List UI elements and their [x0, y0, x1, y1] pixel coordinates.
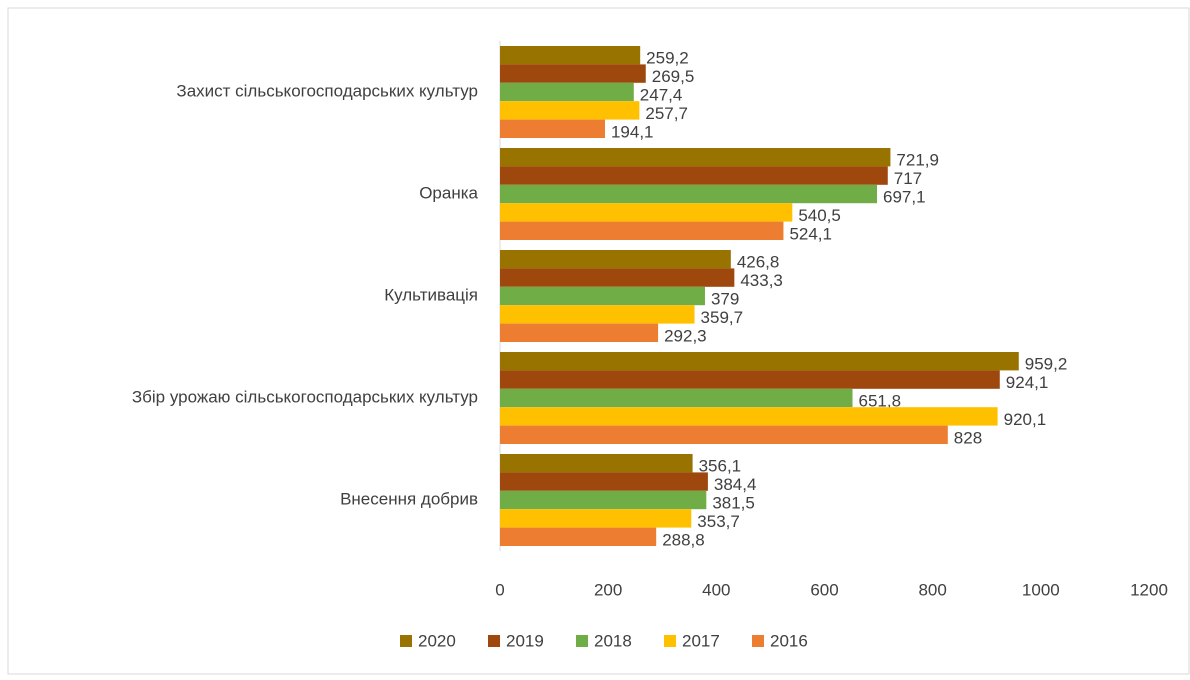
- x-tick-label: 400: [702, 580, 730, 599]
- category-label: Захист сільськогосподарських культур: [176, 81, 478, 100]
- x-tick-label: 1000: [1022, 580, 1060, 599]
- x-tick-label: 200: [594, 580, 622, 599]
- bar: [500, 82, 634, 102]
- legend-label: 2018: [594, 631, 632, 650]
- bar: [500, 370, 1000, 389]
- category-label: Культивація: [384, 285, 478, 304]
- data-label: 384,4: [714, 475, 757, 494]
- data-label: 379: [711, 289, 739, 308]
- x-tick-label: 600: [810, 580, 838, 599]
- legend-swatch: [752, 635, 764, 647]
- data-label: 721,9: [896, 151, 939, 170]
- data-label: 651,8: [859, 391, 902, 410]
- legend-swatch: [664, 635, 676, 647]
- bar: [500, 221, 784, 240]
- data-label: 292,3: [664, 326, 707, 345]
- bar: [500, 425, 948, 444]
- legend-label: 2016: [770, 631, 808, 650]
- bar: [500, 166, 888, 185]
- data-label: 269,5: [652, 67, 695, 86]
- bar: [500, 250, 731, 269]
- bar: [500, 490, 707, 510]
- data-label: 959,2: [1025, 355, 1068, 374]
- data-label: 257,7: [645, 104, 688, 123]
- legend-swatch: [400, 635, 412, 647]
- bar: [500, 184, 878, 204]
- data-label: 433,3: [740, 271, 783, 290]
- x-tick-label: 800: [918, 580, 946, 599]
- category-label: Оранка: [419, 183, 478, 202]
- legend-label: 2017: [682, 631, 720, 650]
- bar: [500, 323, 659, 342]
- data-label: 194,1: [611, 122, 654, 141]
- bar: [500, 268, 735, 287]
- bar: [500, 352, 1019, 371]
- bar: [500, 454, 693, 473]
- category-label: Збір урожаю сільськогосподарських культу…: [132, 387, 478, 406]
- data-label: 828: [954, 428, 982, 447]
- data-label: 359,7: [701, 308, 744, 327]
- legend-swatch: [488, 635, 500, 647]
- bar: [500, 119, 605, 138]
- data-label: 356,1: [699, 457, 742, 476]
- data-label: 381,5: [712, 493, 755, 512]
- bar: [500, 509, 692, 528]
- legend-label: 2019: [506, 631, 544, 650]
- bar: [500, 64, 646, 83]
- data-label: 540,5: [798, 206, 841, 225]
- data-label: 353,7: [697, 512, 740, 531]
- data-label: 426,8: [737, 253, 780, 272]
- chart-frame: [7, 7, 1190, 675]
- data-label: 697,1: [883, 187, 926, 206]
- data-label: 247,4: [640, 85, 683, 104]
- data-label: 259,2: [646, 49, 689, 68]
- bar: [500, 286, 705, 306]
- bar: [500, 527, 657, 546]
- legend-label: 2020: [418, 631, 456, 650]
- bar: [500, 407, 998, 426]
- legend-swatch: [576, 635, 588, 647]
- bar: [500, 388, 853, 408]
- data-label: 524,1: [789, 224, 832, 243]
- data-label: 288,8: [662, 530, 705, 549]
- x-tick-label: 0: [495, 580, 504, 599]
- bar: [500, 472, 708, 491]
- bar: [500, 203, 793, 222]
- data-label: 717: [894, 169, 922, 188]
- category-label: Внесення добрив: [340, 489, 478, 508]
- bar: [500, 46, 641, 65]
- bar: [500, 148, 891, 167]
- bar: [500, 305, 695, 324]
- x-tick-label: 1200: [1130, 580, 1168, 599]
- bar: [500, 101, 640, 120]
- data-label: 924,1: [1006, 373, 1049, 392]
- data-label: 920,1: [1004, 410, 1047, 429]
